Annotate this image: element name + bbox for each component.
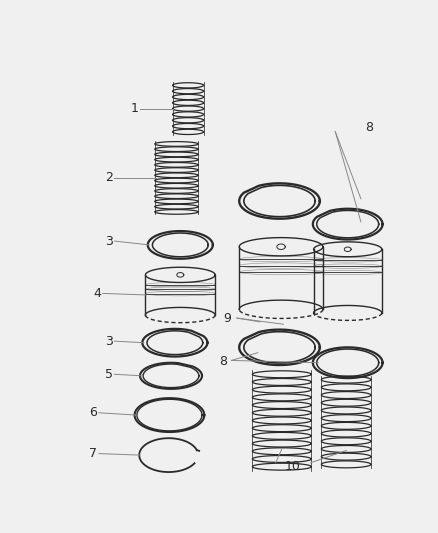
Text: 3: 3 xyxy=(105,235,113,247)
Text: 7: 7 xyxy=(89,447,97,460)
Text: 6: 6 xyxy=(89,406,97,419)
Text: 3: 3 xyxy=(105,335,113,348)
Text: 5: 5 xyxy=(105,368,113,381)
Text: 8: 8 xyxy=(365,120,373,134)
Text: 8: 8 xyxy=(219,356,227,368)
Text: 2: 2 xyxy=(105,172,113,184)
Text: 4: 4 xyxy=(93,287,101,300)
Text: 9: 9 xyxy=(223,312,231,325)
Text: 10: 10 xyxy=(285,460,300,473)
Text: 1: 1 xyxy=(131,102,138,115)
